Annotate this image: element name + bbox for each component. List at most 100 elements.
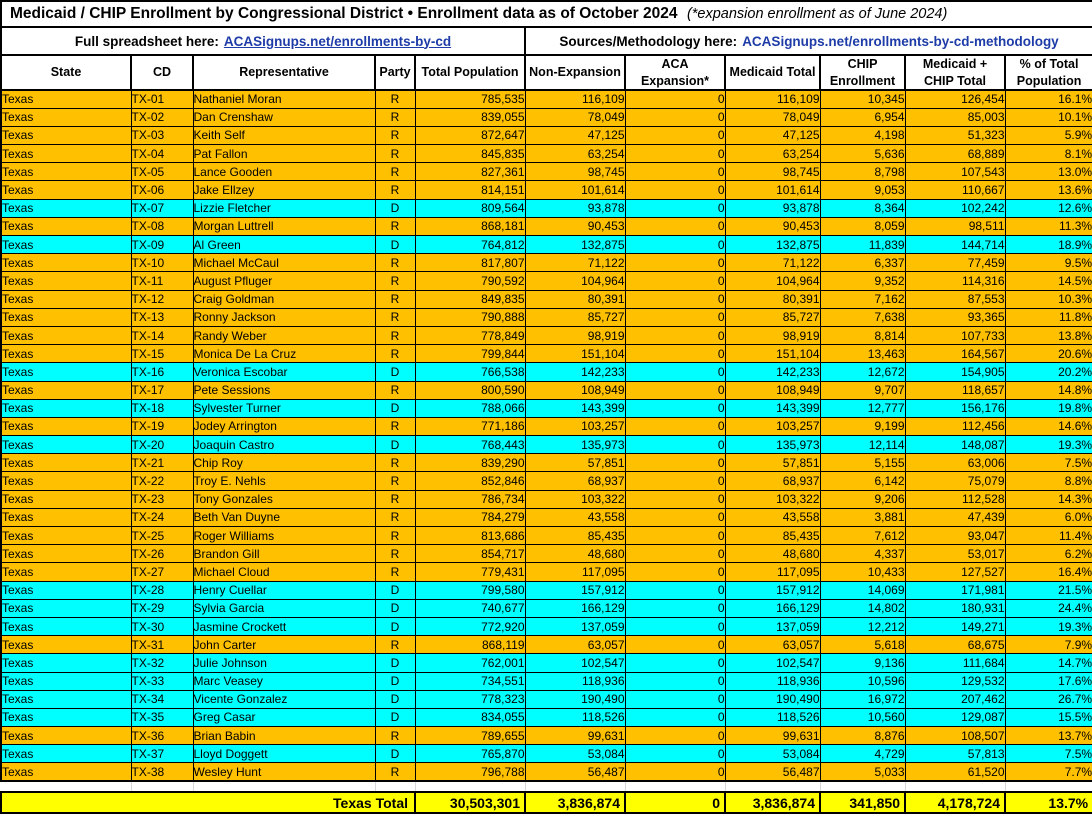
cell-non-expansion: 80,391: [524, 289, 626, 309]
cell-cd: TX-22: [130, 471, 194, 491]
cell-medicaid-chip-total: 93,365: [904, 307, 1006, 327]
cell-chip-enrollment: 12,672: [819, 362, 906, 382]
cell-state: Texas: [0, 525, 132, 546]
cell-aca-expansion: 0: [624, 671, 726, 691]
cell-party: D: [374, 435, 416, 455]
spacer-cell: [375, 780, 416, 793]
cell-medicaid-total: 142,233: [724, 362, 821, 382]
cell-medicaid-total: 157,912: [724, 580, 821, 600]
cell-total-population: 845,835: [414, 144, 526, 164]
cell-cd: TX-07: [130, 198, 194, 218]
cell-chip-enrollment: 6,954: [819, 107, 906, 127]
pct-of-total-population-total: 13.7%: [1003, 791, 1092, 815]
cell-non-expansion: 78,049: [524, 107, 626, 127]
cell-medicaid-total: 135,973: [724, 435, 821, 455]
cell-chip-enrollment: 16,972: [819, 689, 906, 709]
cell-aca-expansion: 0: [624, 744, 726, 764]
cell-aca-expansion: 0: [624, 525, 726, 546]
cell-state: Texas: [0, 398, 132, 418]
cell-chip-enrollment: 11,839: [819, 234, 906, 255]
table-row: Texas TX-31 John Carter R 868,119 63,057 0 63,0…: [0, 635, 1092, 655]
methodology-link[interactable]: ACASignups.net/enrollments-by-cd-methodo…: [742, 33, 1059, 49]
cell-aca-expansion: 0: [624, 89, 726, 109]
cell-pct-of-total-population: 7.5%: [1004, 744, 1092, 764]
cell-aca-expansion: 0: [624, 107, 726, 127]
cell-state: Texas: [0, 198, 132, 218]
cell-party: D: [374, 744, 416, 764]
cell-aca-expansion: 0: [624, 144, 726, 164]
cell-medicaid-chip-total: 154,905: [904, 362, 1006, 382]
col-header-total-population: Total Population: [414, 54, 526, 91]
cell-state: Texas: [0, 234, 132, 255]
cell-chip-enrollment: 10,345: [819, 89, 906, 109]
cell-non-expansion: 63,057: [524, 635, 626, 655]
table-row: Texas TX-21 Chip Roy R 839,290 57,851 0 57,851 5…: [0, 453, 1092, 473]
cell-aca-expansion: 0: [624, 453, 726, 473]
cell-aca-expansion: 0: [624, 289, 726, 309]
cell-aca-expansion: 0: [624, 762, 726, 782]
col-header-medicaid-chip-total: Medicaid + CHIP Total: [904, 54, 1006, 91]
cell-pct-of-total-population: 13.7%: [1004, 726, 1092, 746]
cell-representative: Troy E. Nehls: [192, 471, 376, 491]
cell-state: Texas: [0, 471, 132, 491]
cell-non-expansion: 63,254: [524, 144, 626, 164]
methodology-link-cell: Sources/Methodology here: ACASignups.net/…: [523, 26, 1092, 56]
cell-chip-enrollment: 7,638: [819, 307, 906, 327]
cell-aca-expansion: 0: [624, 598, 726, 618]
cell-chip-enrollment: 10,433: [819, 562, 906, 582]
page-title: Medicaid / CHIP Enrollment by Congressio…: [10, 5, 678, 22]
spacer-cell: [415, 780, 526, 793]
cell-aca-expansion: 0: [624, 707, 726, 728]
cell-non-expansion: 90,453: [524, 216, 626, 237]
spreadsheet-link[interactable]: ACASignups.net/enrollments-by-cd: [223, 33, 452, 49]
cell-chip-enrollment: 4,198: [819, 125, 906, 146]
col-header-party: Party: [374, 54, 416, 91]
cell-representative: Michael Cloud: [192, 562, 376, 582]
cell-chip-enrollment: 12,114: [819, 435, 906, 455]
cell-medicaid-total: 143,399: [724, 398, 821, 418]
cell-aca-expansion: 0: [624, 544, 726, 564]
table-row: Texas TX-25 Roger Williams R 813,686 85,435 0 8…: [0, 525, 1092, 546]
cell-pct-of-total-population: 14.5%: [1004, 271, 1092, 291]
cell-total-population: 834,055: [414, 707, 526, 728]
table-row: Texas TX-27 Michael Cloud R 779,431 117,095 0 1…: [0, 562, 1092, 582]
column-header-row: State CD Representative Party Total Popu…: [0, 54, 1092, 91]
cell-representative: Brandon Gill: [192, 544, 376, 564]
cell-medicaid-chip-total: 118,657: [904, 380, 1006, 400]
cell-chip-enrollment: 13,463: [819, 344, 906, 364]
cell-medicaid-total: 80,391: [724, 289, 821, 309]
cell-chip-enrollment: 4,729: [819, 744, 906, 764]
cell-chip-enrollment: 5,636: [819, 144, 906, 164]
cell-party: D: [374, 598, 416, 618]
cell-pct-of-total-population: 13.0%: [1004, 162, 1092, 182]
table-row: Texas TX-04 Pat Fallon R 845,835 63,254 0 63,25…: [0, 144, 1092, 164]
cell-pct-of-total-population: 8.8%: [1004, 471, 1092, 491]
aca-expansion-total: 0: [624, 791, 726, 815]
cell-total-population: 785,535: [414, 89, 526, 109]
cell-medicaid-total: 68,937: [724, 471, 821, 491]
spacer-cell: [725, 780, 821, 793]
cell-party: R: [374, 253, 416, 273]
cell-cd: TX-06: [130, 180, 194, 200]
cell-medicaid-chip-total: 129,087: [904, 707, 1006, 728]
cell-medicaid-chip-total: 112,456: [904, 416, 1006, 437]
cell-state: Texas: [0, 689, 132, 709]
cell-aca-expansion: 0: [624, 362, 726, 382]
cell-aca-expansion: 0: [624, 380, 726, 400]
cell-total-population: 772,920: [414, 616, 526, 637]
cell-pct-of-total-population: 6.2%: [1004, 544, 1092, 564]
cell-party: R: [374, 635, 416, 655]
cell-party: D: [374, 671, 416, 691]
cell-total-population: 800,590: [414, 380, 526, 400]
cell-medicaid-chip-total: 53,017: [904, 544, 1006, 564]
cell-aca-expansion: 0: [624, 398, 726, 418]
cell-non-expansion: 53,084: [524, 744, 626, 764]
cell-total-population: 799,580: [414, 580, 526, 600]
table-row: Texas TX-15 Monica De La Cruz R 799,844 151,1…: [0, 344, 1092, 364]
spacer-cell: [905, 780, 1006, 793]
table-row: Texas TX-10 Michael McCaul R 817,807 71,122 0 7…: [0, 253, 1092, 273]
cell-medicaid-total: 98,919: [724, 325, 821, 346]
non-expansion-total: 3,836,874: [524, 791, 626, 815]
cell-cd: TX-32: [130, 653, 194, 673]
cell-aca-expansion: 0: [624, 562, 726, 582]
